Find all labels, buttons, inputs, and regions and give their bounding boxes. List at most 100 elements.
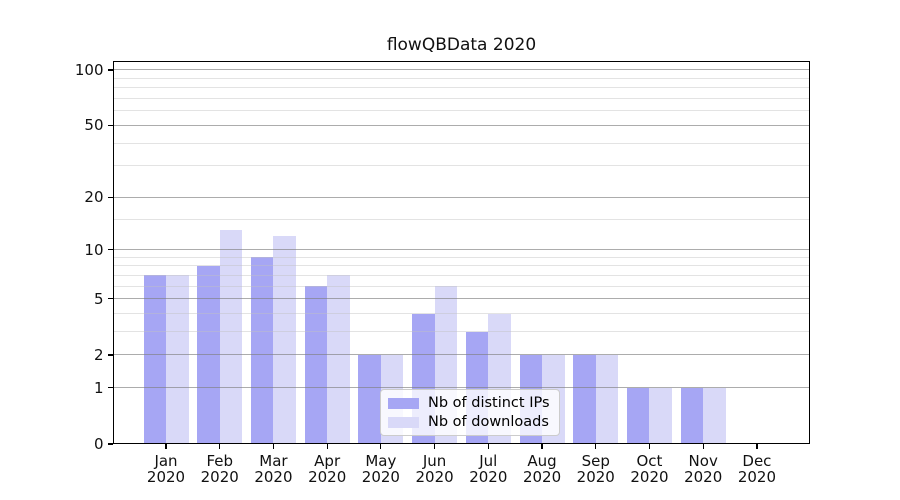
x-tick-label: Jul 2020: [459, 452, 517, 486]
x-tick: [434, 444, 436, 449]
y-tick-label: 20: [84, 188, 104, 207]
y-tick-label: 50: [84, 116, 104, 135]
x-tick-label: Nov 2020: [674, 452, 732, 486]
legend-label: Nb of distinct IPs: [428, 395, 550, 411]
x-tick-label: May 2020: [352, 452, 410, 486]
y-tick-label: 0: [93, 435, 104, 453]
x-tick-label-year: 2020: [308, 467, 347, 486]
x-tick-label-year: 2020: [684, 467, 723, 486]
bar-distinct-ips-feb: [197, 265, 220, 443]
x-tick: [380, 444, 382, 449]
x-tick: [702, 444, 704, 449]
x-tick: [165, 444, 167, 449]
x-tick-label-year: 2020: [576, 467, 615, 486]
y-tick: [107, 69, 113, 71]
y-tick: [107, 354, 113, 356]
x-tick-label-year: 2020: [737, 467, 776, 486]
bar-downloads-apr: [327, 275, 350, 443]
x-tick: [487, 444, 489, 449]
x-tick-label: Mar 2020: [244, 452, 302, 486]
y-tick: [107, 387, 113, 389]
gridline-major: [114, 387, 809, 389]
x-tick: [756, 444, 758, 449]
legend-swatch-icon: [388, 417, 419, 428]
x-tick-label-month: Aug: [527, 452, 557, 470]
x-tick-label-year: 2020: [630, 467, 669, 486]
x-tick-label: Jun 2020: [406, 452, 464, 486]
gridline-major: [114, 354, 809, 356]
y-tick-label: 100: [74, 60, 104, 79]
x-tick-label-year: 2020: [415, 467, 454, 486]
x-tick-label: Oct 2020: [620, 452, 678, 486]
x-tick-label-year: 2020: [361, 467, 400, 486]
gridline-minor: [114, 77, 809, 79]
bar-downloads-nov: [703, 387, 726, 443]
x-tick: [541, 444, 543, 449]
x-tick-label-month: Feb: [206, 452, 233, 470]
x-tick: [219, 444, 221, 449]
gridline-minor: [114, 98, 809, 100]
x-tick-label-month: Nov: [688, 452, 718, 470]
gridline-minor: [114, 331, 809, 333]
bar-downloads-mar: [273, 236, 296, 443]
bar-distinct-ips-oct: [626, 387, 650, 443]
x-tick-label-year: 2020: [469, 467, 508, 486]
bar-distinct-ips-jan: [143, 275, 166, 443]
gridline-minor: [114, 87, 809, 89]
x-tick-label-month: Mar: [259, 452, 288, 470]
x-tick-label-year: 2020: [522, 467, 562, 486]
x-tick-label: Jan 2020: [137, 453, 195, 485]
gridline-minor: [114, 110, 809, 112]
gridline-minor: [114, 256, 809, 258]
y-tick-label: 5: [93, 289, 104, 308]
bar-distinct-ips-may: [358, 354, 381, 443]
x-tick-label-month: Apr: [314, 452, 341, 470]
legend: Nb of distinct IPs Nb of downloads: [380, 389, 560, 436]
gridline-minor: [114, 265, 809, 267]
legend-swatch-icon: [388, 398, 419, 409]
x-tick-label-month: Jun: [422, 452, 447, 470]
y-tick: [107, 298, 113, 300]
bar-downloads-sep: [595, 354, 619, 443]
gridline-minor: [114, 218, 809, 220]
y-tick: [107, 249, 113, 251]
x-tick-label-month: Oct: [636, 452, 663, 470]
x-tick: [272, 444, 275, 449]
bar-downloads-jan: [166, 275, 189, 443]
y-tick: [107, 124, 113, 126]
x-tick-label-month: Jul: [479, 452, 498, 470]
x-tick-label: Dec 2020: [728, 452, 786, 486]
bar-downloads-oct: [649, 387, 672, 443]
gridline-major: [114, 69, 809, 71]
gridline-minor: [114, 165, 809, 167]
y-tick-label: 10: [84, 240, 104, 259]
gridline-major: [114, 249, 809, 251]
y-tick-label: 2: [93, 345, 104, 364]
y-tick: [107, 443, 113, 445]
x-tick-label: Aug 2020: [513, 452, 571, 486]
x-tick-label-year: 2020: [200, 467, 239, 486]
bar-distinct-ips-sep: [573, 354, 596, 443]
legend-label: Nb of downloads: [428, 414, 549, 430]
gridline-minor: [114, 274, 809, 276]
x-tick-label-month: Dec: [742, 452, 772, 470]
gridline-major: [114, 124, 809, 126]
bar-downloads-feb: [219, 230, 243, 443]
gridline-major: [114, 196, 809, 198]
x-tick-label: Apr 2020: [298, 452, 356, 486]
y-tick-label: 1: [93, 378, 104, 397]
gridline-minor: [114, 313, 809, 315]
legend-row: Nb of distinct IPs: [388, 394, 550, 413]
legend-row: Nb of downloads: [388, 413, 550, 432]
x-tick: [326, 444, 328, 449]
x-tick-label-month: May: [365, 452, 397, 470]
x-tick-label-month: Sep: [581, 452, 610, 470]
gridline-minor: [114, 142, 809, 144]
x-tick: [595, 444, 597, 449]
gridline-minor: [114, 285, 809, 287]
gridline-major: [114, 298, 809, 300]
bar-distinct-ips-nov: [680, 387, 704, 443]
x-tick-label: Feb 2020: [191, 452, 249, 486]
x-tick-label-year: 2020: [254, 467, 293, 486]
